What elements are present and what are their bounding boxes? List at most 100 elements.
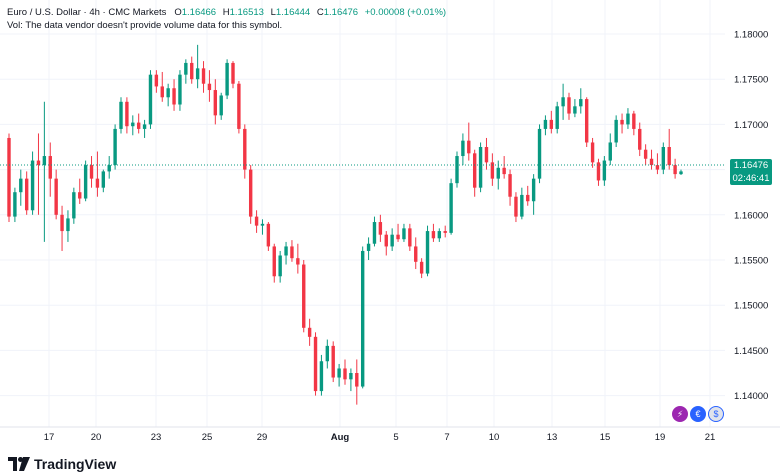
candle-body[interactable] — [531, 178, 536, 202]
candle-body[interactable] — [231, 62, 235, 84]
candle-body[interactable] — [555, 106, 559, 129]
candle-body[interactable] — [396, 234, 400, 240]
candle-body[interactable] — [172, 88, 176, 105]
candle-body[interactable] — [119, 101, 123, 129]
candle-body[interactable] — [19, 178, 23, 193]
candle-body[interactable] — [201, 68, 206, 84]
candle-body[interactable] — [673, 165, 677, 175]
candle-body[interactable] — [496, 167, 500, 179]
candle-body[interactable] — [579, 99, 583, 107]
candle-body[interactable] — [7, 137, 11, 217]
candle-body[interactable] — [95, 178, 100, 188]
candle-body[interactable] — [113, 128, 117, 166]
candle-body[interactable] — [343, 368, 347, 380]
candle-body[interactable] — [278, 255, 282, 277]
candle-body[interactable] — [567, 97, 571, 114]
candle-body[interactable] — [478, 147, 483, 188]
candle-body[interactable] — [596, 162, 601, 181]
candle-body[interactable] — [537, 128, 542, 179]
candle-body[interactable] — [243, 128, 247, 170]
candle-body[interactable] — [402, 228, 406, 240]
candle-body[interactable] — [360, 250, 365, 387]
candle-body[interactable] — [284, 246, 288, 256]
candle-body[interactable] — [54, 178, 58, 215]
candle-body[interactable] — [142, 124, 147, 129]
candle-body[interactable] — [390, 234, 394, 247]
time-axis[interactable]: 17 20 23 25 29 Aug 5 7 10 13 15 19 21 — [44, 432, 716, 443]
candle-body[interactable] — [72, 192, 76, 219]
candle-body[interactable] — [313, 336, 318, 392]
candle-body[interactable] — [414, 246, 418, 262]
candle-body[interactable] — [590, 142, 595, 163]
candle-body[interactable] — [125, 101, 129, 127]
candle-body[interactable] — [266, 223, 271, 247]
brand-logo[interactable]: TradingView — [8, 456, 116, 472]
candle-body[interactable] — [543, 119, 548, 129]
candle-body[interactable] — [166, 88, 170, 98]
candle-body[interactable] — [372, 222, 377, 244]
candle-body[interactable] — [667, 147, 671, 166]
candle-body[interactable] — [626, 113, 630, 125]
candle-body[interactable] — [107, 165, 111, 172]
candle-body[interactable] — [83, 165, 88, 199]
candle-body[interactable] — [514, 196, 518, 217]
candle-body[interactable] — [602, 160, 607, 181]
candle-body[interactable] — [131, 122, 135, 127]
candle-body[interactable] — [349, 373, 353, 380]
candle-body[interactable] — [490, 162, 495, 179]
candle-body[interactable] — [296, 258, 300, 265]
candle-body[interactable] — [136, 122, 141, 129]
candle-body[interactable] — [272, 246, 276, 277]
candle-body[interactable] — [30, 160, 35, 211]
usd-flag-icon[interactable]: $ — [708, 406, 724, 422]
candle-body[interactable] — [42, 156, 47, 166]
candle-body[interactable] — [425, 231, 430, 274]
candle-body[interactable] — [484, 147, 489, 163]
candle-body[interactable] — [526, 194, 530, 202]
candle-body[interactable] — [443, 231, 447, 233]
candle-body[interactable] — [148, 74, 153, 125]
candle-body[interactable] — [190, 62, 194, 80]
candle-body[interactable] — [248, 169, 253, 217]
candle-body[interactable] — [472, 153, 477, 188]
candle-body[interactable] — [549, 119, 554, 129]
candle-body[interactable] — [355, 373, 359, 387]
candle-body[interactable] — [319, 361, 324, 392]
candle-body[interactable] — [60, 214, 64, 232]
candle-body[interactable] — [178, 74, 182, 105]
candle-body[interactable] — [632, 113, 636, 129]
candle-body[interactable] — [207, 83, 212, 91]
candle-body[interactable] — [331, 345, 335, 378]
candle-body[interactable] — [620, 119, 624, 125]
candle-body[interactable] — [36, 160, 41, 166]
candle-body[interactable] — [461, 140, 465, 157]
candle-body[interactable] — [608, 142, 612, 161]
candle-body[interactable] — [408, 228, 412, 247]
candle-body[interactable] — [66, 218, 70, 232]
candle-body[interactable] — [219, 95, 223, 116]
candle-body[interactable] — [419, 261, 424, 274]
candle-body[interactable] — [184, 62, 188, 75]
candle-body[interactable] — [366, 243, 371, 251]
candle-body[interactable] — [78, 192, 82, 199]
candle-body[interactable] — [213, 90, 218, 116]
candle-body[interactable] — [455, 156, 459, 184]
candle-body[interactable] — [638, 128, 642, 150]
candle-body[interactable] — [449, 183, 453, 233]
candle-body[interactable] — [467, 140, 471, 154]
candle-body[interactable] — [643, 149, 648, 159]
candle-body[interactable] — [48, 156, 52, 179]
candle-body[interactable] — [337, 368, 341, 378]
candle-body[interactable] — [614, 119, 618, 143]
candle-body[interactable] — [431, 231, 436, 239]
candle-body[interactable] — [260, 223, 265, 226]
candle-body[interactable] — [307, 327, 312, 337]
candle-body[interactable] — [254, 216, 259, 226]
candle-body[interactable] — [302, 264, 306, 328]
candle-body[interactable] — [661, 147, 666, 170]
candle-body[interactable] — [679, 171, 683, 175]
candle-body[interactable] — [13, 192, 17, 217]
candle-body[interactable] — [154, 74, 159, 87]
candle-body[interactable] — [561, 97, 565, 107]
